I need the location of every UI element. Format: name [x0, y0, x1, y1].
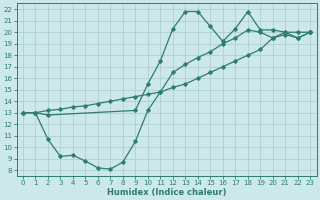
X-axis label: Humidex (Indice chaleur): Humidex (Indice chaleur): [107, 188, 226, 197]
